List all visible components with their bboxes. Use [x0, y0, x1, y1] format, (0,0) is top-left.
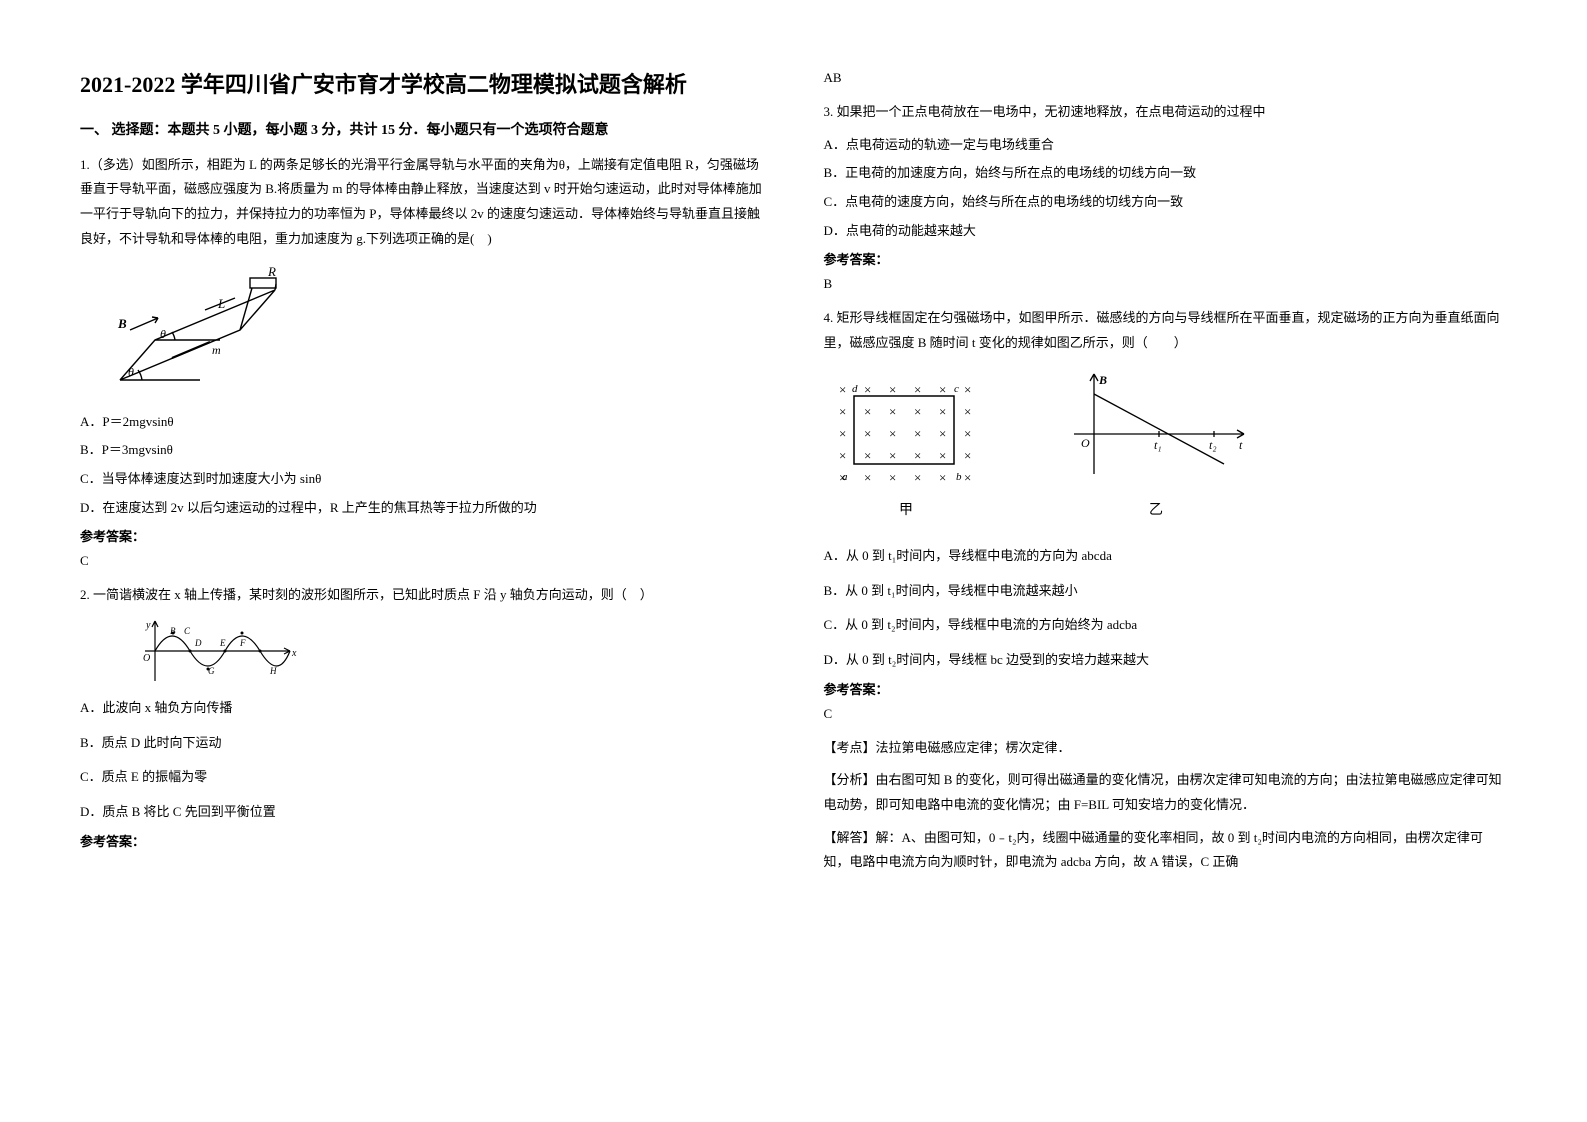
q4-explain-1: 【考点】法拉第电磁感应定律；楞次定律． [824, 736, 1508, 761]
q1-answer-label: 参考答案： [80, 526, 764, 545]
q3-stem: 3. 如果把一个正点电荷放在一电场中，无初速地释放，在点电荷运动的过程中 [824, 100, 1508, 125]
q3-opt-b: B．正电荷的加速度方向，始终与所在点的电场线的切线方向一致 [824, 161, 1508, 186]
q4-answer: C [824, 706, 1508, 722]
svg-text:G: G [208, 666, 215, 676]
svg-text:×: × [889, 382, 896, 397]
svg-text:F: F [239, 638, 246, 648]
svg-text:×: × [939, 382, 946, 397]
svg-text:×: × [939, 470, 946, 485]
exam-title: 2021-2022 学年四川省广安市育才学校高二物理模拟试题含解析 [80, 70, 764, 101]
svg-text:×: × [864, 448, 871, 463]
q4-label-yi: 乙 [1149, 502, 1163, 518]
q2-figure: O B C D E F G H x y [140, 616, 764, 686]
q4-explain-3: 【解答】解：A、由图可知，0﹣t₂内，线圈中磁通量的变化率相同，故 0 到 t₂… [824, 826, 1508, 875]
q4-label-O: O [1081, 436, 1090, 450]
q4-label-c: c [954, 383, 959, 395]
q4-label-t2: t₂ [1209, 438, 1217, 452]
svg-text:H: H [269, 666, 277, 676]
svg-text:×: × [839, 382, 846, 397]
q2-opt-b: B．质点 D 此时向下运动 [80, 731, 764, 756]
q1-label-theta2: θ [160, 327, 166, 341]
svg-text:×: × [889, 448, 896, 463]
q4-answer-label: 参考答案： [824, 679, 1508, 698]
q4-opt-a: A．从 0 到 t₁时间内，导线框中电流的方向为 abcda [824, 544, 1508, 569]
q4-opt-c: C．从 0 到 t₂时间内，导线框中电流的方向始终为 adcba [824, 613, 1508, 638]
q2-answer: AB [824, 70, 1508, 86]
q1-opt-b: B．P＝3mgvsinθ [80, 438, 764, 463]
svg-text:×: × [914, 470, 921, 485]
q4-stem: 4. 矩形导线框固定在匀强磁场中，如图甲所示．磁感线的方向与导线框所在平面垂直，… [824, 306, 1508, 355]
svg-text:×: × [964, 382, 971, 397]
q4-figure: ×××××× ×××××× ×××××× ×××××× ×××××× d c a… [824, 364, 1508, 534]
q2-opt-a: A．此波向 x 轴负方向传播 [80, 696, 764, 721]
q4-opt-d: D．从 0 到 t₂时间内，导线框 bc 边受到的安培力越来越大 [824, 648, 1508, 673]
svg-text:×: × [889, 470, 896, 485]
right-column: AB 3. 如果把一个正点电荷放在一电场中，无初速地释放，在点电荷运动的过程中 … [794, 70, 1538, 1082]
q1-label-m: m [212, 343, 221, 357]
svg-text:×: × [964, 470, 971, 485]
svg-text:×: × [914, 382, 921, 397]
svg-text:C: C [184, 626, 191, 636]
q2-opt-d: D．质点 B 将比 C 先回到平衡位置 [80, 800, 764, 825]
q4-label-Baxis: B [1098, 373, 1107, 387]
q3-opt-d: D．点电荷的动能越来越大 [824, 219, 1508, 244]
q4-label-b: b [956, 471, 962, 483]
svg-text:×: × [939, 426, 946, 441]
svg-text:x: x [291, 648, 297, 659]
q1-opt-c: C．当导体棒速度达到时加速度大小为 sinθ [80, 467, 764, 492]
section-1-heading: 一、 选择题：本题共 5 小题，每小题 3 分，共计 15 分．每小题只有一个选… [80, 119, 764, 139]
q4-label-t: t [1239, 438, 1243, 452]
q1-answer: C [80, 553, 764, 569]
svg-text:×: × [914, 404, 921, 419]
q1-label-R: R [267, 264, 276, 279]
svg-text:O: O [143, 653, 150, 664]
q1-opt-a: A．P＝2mgvsinθ [80, 410, 764, 435]
q3-opt-a: A．点电荷运动的轨迹一定与电场线重合 [824, 133, 1508, 158]
q4-label-jia: 甲 [899, 503, 913, 518]
q4-opt-b: B．从 0 到 t₁时间内，导线框中电流越来越小 [824, 579, 1508, 604]
svg-text:×: × [939, 404, 946, 419]
svg-text:E: E [219, 638, 226, 648]
svg-text:×: × [964, 426, 971, 441]
q4-explain-2: 【分析】由右图可知 B 的变化，则可得出磁通量的变化情况，由楞次定律可知电流的方… [824, 768, 1508, 817]
q1-label-B: B [117, 316, 127, 331]
svg-text:×: × [864, 382, 871, 397]
svg-text:×: × [864, 404, 871, 419]
q1-opt-d: D．在速度达到 2v 以后匀速运动的过程中，R 上产生的焦耳热等于拉力所做的功 [80, 496, 764, 521]
q2-answer-label: 参考答案： [80, 831, 764, 850]
svg-text:×: × [889, 426, 896, 441]
svg-text:×: × [914, 448, 921, 463]
svg-text:×: × [939, 448, 946, 463]
svg-text:×: × [839, 426, 846, 441]
svg-text:×: × [964, 404, 971, 419]
svg-text:×: × [864, 426, 871, 441]
q3-answer-label: 参考答案： [824, 249, 1508, 268]
svg-text:×: × [914, 426, 921, 441]
svg-text:×: × [864, 470, 871, 485]
q2-opt-c: C．质点 E 的振幅为零 [80, 765, 764, 790]
q1-stem: 1.（多选）如图所示，相距为 L 的两条足够长的光滑平行金属导轨与水平面的夹角为… [80, 153, 764, 252]
q1-label-L: L [217, 296, 225, 311]
svg-text:×: × [964, 448, 971, 463]
q4-label-a: a [842, 471, 848, 483]
svg-text:×: × [839, 448, 846, 463]
q3-opt-c: C．点电荷的速度方向，始终与所在点的电场线的切线方向一致 [824, 190, 1508, 215]
q1-label-theta1: θ [128, 365, 134, 379]
q4-label-t1: t₁ [1154, 438, 1162, 452]
left-column: 2021-2022 学年四川省广安市育才学校高二物理模拟试题含解析 一、 选择题… [50, 70, 794, 1082]
svg-text:×: × [839, 404, 846, 419]
svg-text:D: D [194, 638, 202, 648]
svg-text:×: × [889, 404, 896, 419]
q4-label-d: d [852, 383, 858, 395]
q1-figure: R L B m θ θ [100, 260, 764, 400]
svg-text:y: y [145, 620, 151, 631]
q3-answer: B [824, 276, 1508, 292]
q2-stem: 2. 一简谐横波在 x 轴上传播，某时刻的波形如图所示，已知此时质点 F 沿 y… [80, 587, 653, 602]
